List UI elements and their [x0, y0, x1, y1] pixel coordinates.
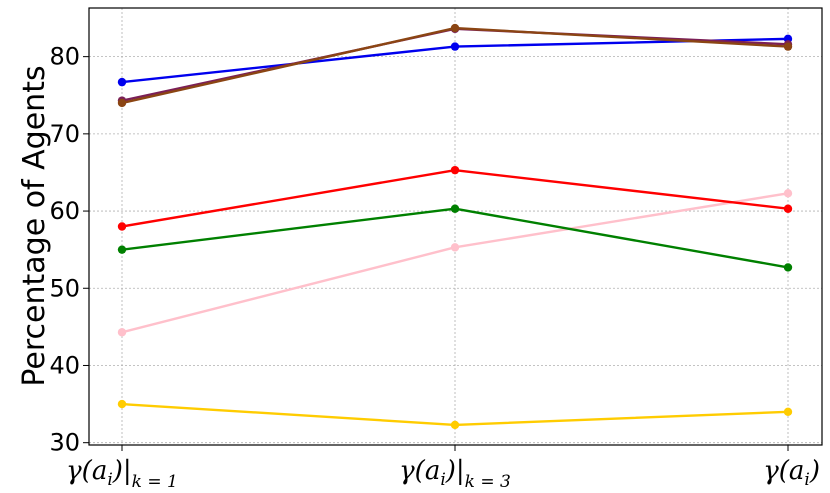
x-tick-label: γ(ai)|k = 3	[399, 456, 511, 492]
y-tick-label: 50	[49, 274, 80, 302]
series-6	[117, 399, 793, 430]
series-group	[117, 23, 793, 430]
data-point	[450, 165, 460, 175]
data-point	[783, 42, 793, 51]
data-point	[450, 243, 460, 252]
series-line	[121, 168, 789, 228]
x-tick-label: γ(ai)	[763, 456, 820, 490]
y-axis-label: Percentage of Agents	[17, 65, 52, 386]
y-axis: 30 40 50 60 70 80	[49, 43, 89, 457]
data-point	[117, 245, 127, 254]
series-0	[117, 189, 793, 337]
data-point	[783, 189, 793, 198]
y-tick-label: 40	[49, 351, 80, 379]
x-tick-label: γ(ai)|k = 1	[66, 456, 178, 492]
data-point	[450, 420, 460, 430]
series-line	[121, 192, 789, 334]
data-point	[783, 204, 793, 213]
data-point	[783, 407, 793, 417]
data-point	[117, 77, 127, 87]
data-point	[117, 98, 127, 108]
y-tick-label: 30	[49, 429, 80, 457]
x-axis: γ(ai)|k = 1 γ(ai)|k = 3 γ(ai)	[66, 445, 820, 492]
data-point	[117, 328, 127, 337]
data-point	[117, 399, 127, 409]
series-4	[117, 165, 793, 231]
series-5	[117, 204, 793, 272]
data-point	[783, 263, 793, 272]
data-point	[117, 222, 127, 231]
data-point	[450, 23, 460, 33]
y-tick-label: 60	[49, 197, 80, 225]
series-3	[117, 23, 793, 108]
y-tick-label: 70	[49, 120, 80, 148]
data-point	[450, 42, 460, 51]
data-point	[450, 204, 460, 213]
y-tick-label: 80	[49, 43, 80, 71]
